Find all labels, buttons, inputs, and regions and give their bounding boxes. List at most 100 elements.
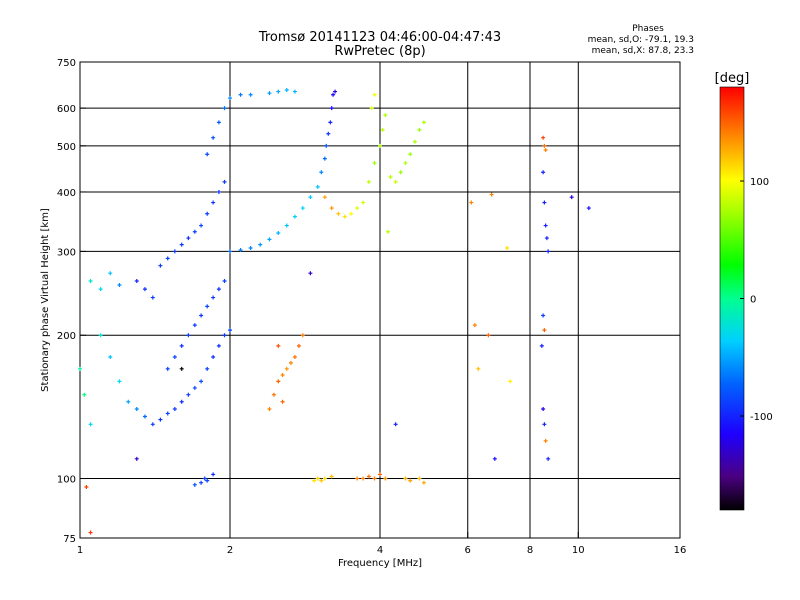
data-point bbox=[142, 414, 147, 419]
data-point bbox=[378, 472, 382, 477]
data-point bbox=[192, 229, 197, 234]
data-point bbox=[267, 406, 272, 411]
data-point bbox=[319, 170, 324, 175]
data-point bbox=[205, 478, 210, 483]
data-point bbox=[216, 120, 221, 125]
data-point bbox=[319, 478, 324, 483]
data-point bbox=[88, 530, 93, 535]
data-point bbox=[324, 143, 329, 148]
data-point bbox=[361, 200, 366, 205]
data-point bbox=[412, 139, 417, 144]
colorbar-label: [deg] bbox=[715, 71, 750, 86]
data-point bbox=[383, 113, 388, 118]
data-point bbox=[284, 87, 289, 92]
colorbar-gradient bbox=[719, 86, 745, 511]
data-point bbox=[108, 355, 113, 360]
y-axis-label: Stationary phase Virtual Height [km] bbox=[40, 208, 51, 392]
data-point bbox=[366, 179, 371, 184]
data-point bbox=[308, 271, 313, 276]
data-point bbox=[179, 399, 184, 404]
data-point bbox=[216, 189, 221, 194]
data-point bbox=[355, 476, 360, 481]
data-point bbox=[192, 323, 197, 328]
data-point bbox=[544, 236, 549, 241]
data-point bbox=[331, 92, 336, 97]
data-point bbox=[383, 476, 388, 481]
x-tick-label: 16 bbox=[674, 545, 687, 556]
data-point bbox=[88, 422, 93, 427]
data-point bbox=[192, 482, 197, 487]
y-tick-label: 400 bbox=[57, 188, 76, 199]
data-point bbox=[238, 248, 243, 253]
data-point bbox=[172, 406, 177, 411]
data-point bbox=[322, 476, 327, 481]
data-point bbox=[211, 295, 216, 300]
data-point bbox=[158, 263, 163, 268]
data-point bbox=[315, 476, 320, 481]
y-tick-label: 300 bbox=[57, 247, 76, 258]
data-point bbox=[98, 333, 103, 338]
data-point bbox=[586, 206, 591, 211]
data-point bbox=[393, 179, 398, 184]
data-point bbox=[328, 120, 333, 125]
data-point bbox=[308, 195, 313, 200]
data-point bbox=[349, 211, 354, 216]
data-point bbox=[476, 366, 481, 371]
data-point bbox=[403, 476, 408, 481]
data-point bbox=[505, 246, 510, 251]
data-point bbox=[541, 406, 546, 411]
data-point bbox=[228, 96, 232, 101]
data-point bbox=[372, 161, 377, 166]
data-point bbox=[192, 385, 197, 390]
data-point bbox=[186, 236, 191, 241]
data-point bbox=[543, 223, 548, 228]
data-point bbox=[248, 246, 253, 251]
data-point bbox=[542, 143, 547, 148]
x-tick-label: 8 bbox=[527, 545, 533, 556]
data-point bbox=[388, 174, 393, 179]
colorbar-tick-label: -100 bbox=[750, 412, 773, 423]
x-tick-label: 6 bbox=[465, 545, 471, 556]
stats-o-mode: mean, sd,O: -79.1, 19.3 bbox=[588, 35, 694, 45]
data-point bbox=[543, 147, 548, 152]
data-point bbox=[216, 287, 221, 292]
x-tick-label: 10 bbox=[572, 545, 585, 556]
data-point bbox=[222, 106, 227, 111]
data-point bbox=[258, 242, 263, 247]
data-point bbox=[222, 179, 227, 184]
data-point bbox=[469, 200, 474, 205]
data-point bbox=[508, 379, 513, 384]
data-point bbox=[280, 373, 285, 378]
data-point bbox=[398, 170, 403, 175]
data-point bbox=[117, 283, 122, 288]
data-point bbox=[205, 304, 210, 309]
data-point bbox=[228, 328, 232, 333]
data-point bbox=[541, 170, 546, 175]
stats-header: Phases bbox=[632, 24, 664, 34]
data-point bbox=[492, 456, 497, 461]
y-tick-label: 200 bbox=[57, 331, 76, 342]
data-point bbox=[202, 476, 207, 481]
data-point bbox=[326, 131, 331, 136]
data-point bbox=[336, 211, 341, 216]
x-axis-label: Frequency [MHz] bbox=[338, 558, 422, 569]
data-point bbox=[248, 92, 253, 97]
data-point bbox=[276, 379, 281, 384]
data-point bbox=[546, 456, 551, 461]
data-point bbox=[199, 379, 204, 384]
data-point bbox=[179, 242, 184, 247]
data-point bbox=[98, 287, 103, 292]
data-point bbox=[211, 135, 216, 140]
data-point bbox=[472, 323, 477, 328]
data-point bbox=[186, 333, 191, 338]
data-point bbox=[276, 343, 281, 348]
data-point bbox=[211, 472, 216, 477]
data-point bbox=[300, 333, 305, 338]
data-point bbox=[542, 422, 547, 427]
data-point bbox=[372, 476, 377, 481]
data-point bbox=[271, 392, 276, 397]
data-point bbox=[172, 249, 177, 254]
data-point bbox=[284, 223, 289, 228]
data-point bbox=[179, 366, 184, 371]
chart-title: Tromsø 20141123 04:46:00-04:47:43 bbox=[258, 30, 501, 45]
